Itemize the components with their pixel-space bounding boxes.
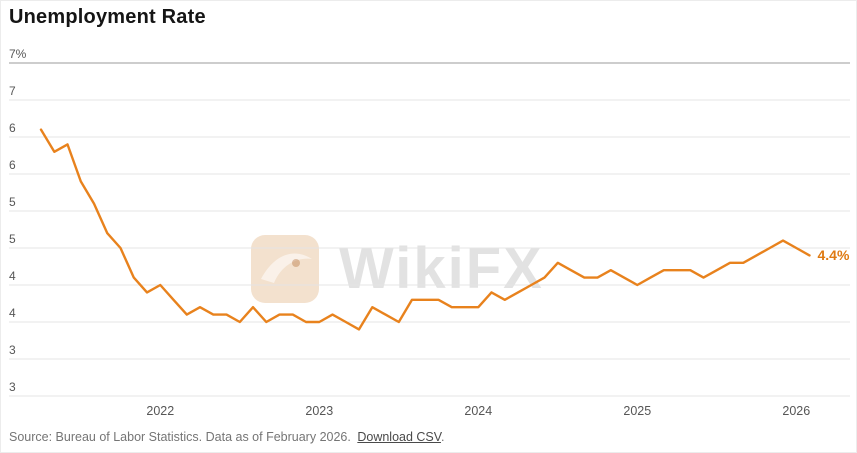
- end-value-label: 4.4%: [818, 247, 850, 263]
- source-note: Source: Bureau of Labor Statistics. Data…: [9, 430, 444, 444]
- x-axis-label: 2023: [305, 404, 333, 418]
- x-axis-label: 2022: [146, 404, 174, 418]
- unemployment-line: [39, 128, 811, 331]
- line-chart: 7% 7 6 6 5 5 4 4 3 3 2022 2023 2024 2025 2026 4.4%: [9, 47, 850, 418]
- y-axis-label: 6: [9, 158, 16, 172]
- x-axis-label: 2026: [782, 404, 810, 418]
- source-text: Source: Bureau of Labor Statistics. Data…: [9, 430, 351, 444]
- y-axis-label: 7%: [9, 47, 27, 61]
- y-axis-label: 4: [9, 306, 16, 320]
- y-axis-label: 4: [9, 269, 16, 283]
- chart-title: Unemployment Rate: [9, 6, 206, 28]
- download-csv-link[interactable]: Download CSV: [357, 430, 441, 444]
- y-axis-label: 5: [9, 195, 16, 209]
- y-axis-label: 3: [9, 343, 16, 357]
- footer-suffix: .: [440, 430, 445, 444]
- y-axis-label: 7: [9, 84, 16, 98]
- y-axis-label: 6: [9, 121, 16, 135]
- y-axis-label: 5: [9, 232, 16, 246]
- x-axis-label: 2024: [464, 404, 492, 418]
- y-axis-label: 3: [9, 380, 16, 394]
- x-axis-label: 2025: [623, 404, 651, 418]
